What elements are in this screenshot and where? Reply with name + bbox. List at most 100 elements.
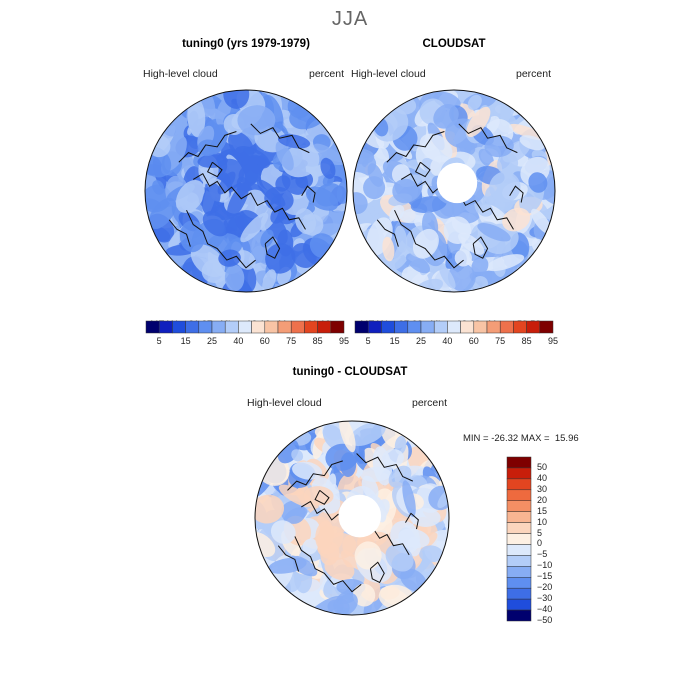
- panel1-map-contour-cell: [313, 143, 344, 163]
- panel1-colorbar-swatch: [224, 320, 239, 334]
- panel2-title: CLOUDSAT: [422, 38, 486, 50]
- panel1-map-contour-cell: [218, 249, 241, 267]
- panel1-colorbar-tick-label: 40: [233, 336, 244, 346]
- panel1-map-coastline: [250, 123, 310, 154]
- panel3-colorbar-swatch: [506, 478, 532, 491]
- panel3-minmax-label: MIN = -26.32 MAX = 15.96: [463, 433, 579, 444]
- panel2-map-coastline: [376, 219, 399, 247]
- panel1-map-contour-cell: [275, 141, 294, 171]
- panel3-map-coastline: [369, 561, 385, 584]
- panel3-colorbar-swatch: [506, 544, 532, 556]
- panel1-map-contour-cell: [264, 186, 294, 212]
- panel1-map-coastline: [186, 209, 256, 269]
- panel3-title: tuning0 - CLOUDSAT: [292, 366, 408, 378]
- panel1-colorbar-swatch: [330, 320, 345, 334]
- panel2-map-contour-cell: [519, 135, 545, 151]
- panel3-map-contour-cell: [400, 568, 427, 592]
- panel3-colorbar-tick-label: 5: [537, 527, 543, 538]
- panel3-colorbar-tick-label: −5: [537, 549, 548, 560]
- panel2-map-contour-cell: [489, 171, 521, 203]
- panel2-map-coastline: [509, 185, 524, 203]
- panel1-map-contour-cell: [238, 163, 262, 185]
- panel2-map-contour-cell: [438, 264, 456, 289]
- panel3-map-boundary: [254, 420, 450, 616]
- panel3-polar-map: [254, 420, 450, 616]
- panel2-map-contour-cell: [353, 151, 377, 178]
- panel2-map-contour-cell: [434, 218, 450, 245]
- panel2-polar-map: [352, 89, 556, 293]
- panel3-map-contour-cell: [255, 494, 285, 524]
- panel1-map-coastline: [178, 131, 237, 163]
- panel1-colorbar-tick-label: 60: [259, 336, 270, 346]
- panel1-map-contour-cell: [224, 264, 245, 292]
- panel2-map-missing-data-hole: [436, 162, 478, 204]
- panel3-variable-label: High-level cloud: [247, 397, 322, 409]
- panel1-title: tuning0 (yrs 1979-1979): [182, 38, 310, 50]
- panel3-colorbar-swatch: [506, 577, 532, 589]
- panel1-colorbar-swatch: [277, 320, 292, 334]
- panel1-map-contour-cell: [262, 269, 277, 292]
- panel1-map-contour-cell: [201, 183, 221, 215]
- panel2-map-coastline: [458, 123, 518, 154]
- panel3-map-contour-cell: [339, 421, 356, 453]
- panel1-map-contour-cell: [226, 183, 249, 219]
- panel2-map-contour-cell: [466, 106, 491, 138]
- panel2-map-contour-cell: [528, 172, 548, 193]
- panel1-colorbar-swatch: [317, 320, 332, 334]
- panel1-map-boundary: [144, 89, 348, 293]
- panel2-map-contour-cell: [433, 104, 459, 129]
- panel2-map-contour-cell: [454, 249, 472, 267]
- panel2-map-contour-cell: [509, 123, 546, 141]
- panel2-map-contour-cell: [382, 236, 395, 262]
- panel3-colorbar-swatch: [506, 609, 532, 622]
- panel2-map-contour-cell: [410, 196, 447, 213]
- panel2-colorbar-swatch: [486, 320, 501, 334]
- panel1-polar-map: [144, 89, 348, 293]
- panel2-colorbar-swatch: [447, 320, 461, 334]
- panel2-map-contour-cell: [412, 228, 439, 259]
- panel3-colorbar-swatch: [506, 587, 532, 600]
- panel2-map-contour-cell: [405, 253, 431, 274]
- panel1-map-contour-cell: [197, 139, 218, 157]
- panel2-colorbar-swatch: [367, 320, 382, 334]
- panel2-colorbar-swatch: [526, 320, 541, 334]
- panel1-colorbar-tick-label: 75: [286, 336, 297, 346]
- panel2-colorbar-swatch: [433, 320, 448, 334]
- panel1-colorbar-swatch: [172, 320, 186, 334]
- panel3-map-contour-cell: [281, 500, 306, 524]
- panel3-map-coastline: [287, 460, 343, 491]
- panel1-map-contour-cell: [197, 154, 228, 168]
- panel1-map-contour-cell: [152, 180, 165, 195]
- panel2-map-contour-cell: [389, 204, 405, 222]
- panel1-colorbar-swatch: [185, 320, 200, 334]
- panel2-map-contour-cell: [477, 223, 511, 242]
- panel2-colorbar-swatch: [473, 320, 488, 334]
- panel1-colorbar-swatch: [145, 320, 160, 334]
- panel1-colorbar-swatch: [211, 320, 226, 334]
- panel2-map-contour-cell: [413, 278, 443, 292]
- panel3-map-contour-cell: [354, 541, 382, 570]
- panel2-colorbar-swatch: [420, 320, 435, 334]
- panel3-colorbar-tick-label: −10: [537, 560, 553, 571]
- panel2-map-contour-cell: [484, 135, 514, 158]
- panel3-map-contour-cell: [302, 538, 318, 555]
- panel2-colorbar-tick-label: 5: [365, 336, 371, 346]
- panel3-map-contour-cell: [340, 452, 357, 478]
- panel3-map-contour-cell: [303, 486, 334, 506]
- panel1-colorbar-swatch: [264, 320, 279, 334]
- panel2-colorbar-swatch: [499, 320, 514, 334]
- panel3-map-contour-cell: [381, 448, 404, 468]
- panel2-map-contour-cell: [419, 133, 453, 163]
- panel1-variable-label: High-level cloud: [143, 68, 218, 80]
- panel3-colorbar-swatch: [506, 598, 532, 611]
- panel2-colorbar-swatch: [407, 320, 422, 334]
- panel1-map-contour-cell: [187, 97, 206, 138]
- panel2-colorbar-tick-label: 85: [521, 336, 532, 346]
- season-title: JJA: [331, 8, 369, 30]
- panel3-colorbar-tick-label: −50: [537, 615, 553, 625]
- panel1-colorbar-tick-label: 5: [156, 336, 162, 346]
- panel1-colorbar-swatch: [198, 320, 213, 334]
- panel1-units-label: percent: [309, 68, 345, 80]
- panel3-colorbar-tick-label: 40: [537, 472, 548, 483]
- panel1-map-contour-cell: [240, 212, 269, 243]
